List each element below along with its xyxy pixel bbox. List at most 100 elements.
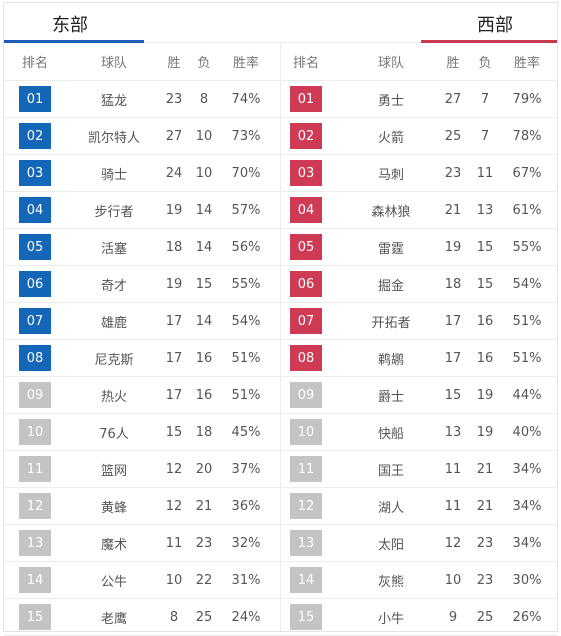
team-name: 马刺 <box>377 167 404 183</box>
table-row[interactable]: 14 公牛 10 22 31% <box>4 562 281 599</box>
losses: 7 <box>480 91 490 107</box>
table-row[interactable]: 14 灰熊 10 23 30% <box>281 562 558 599</box>
win-pct: 54% <box>512 276 542 292</box>
table-row[interactable]: 08 鹈鹕 17 16 51% <box>281 340 558 377</box>
team-name: 步行者 <box>94 204 134 220</box>
team-name: 开拓者 <box>371 315 411 331</box>
table-row[interactable]: 10 快船 13 19 40% <box>281 414 558 451</box>
rank-badge: 04 <box>19 197 51 223</box>
table-row[interactable]: 06 掘金 18 15 54% <box>281 266 558 303</box>
table-row[interactable]: 01 猛龙 23 8 74% <box>4 81 281 118</box>
team-name: 公牛 <box>100 574 127 590</box>
table-row[interactable]: 11 国王 11 21 34% <box>281 451 558 488</box>
table-row[interactable]: 03 骑士 24 10 70% <box>4 155 281 192</box>
wins: 12 <box>444 535 462 551</box>
rank-badge: 01 <box>19 86 51 112</box>
win-pct: 55% <box>512 239 542 255</box>
losses: 18 <box>195 424 213 440</box>
table-row[interactable]: 03 马刺 23 11 67% <box>281 155 558 192</box>
table-row[interactable]: 15 老鹰 8 25 24% <box>4 599 281 636</box>
losses: 23 <box>195 535 213 551</box>
table-row[interactable]: 09 热火 17 16 51% <box>4 377 281 414</box>
win-pct: 34% <box>512 535 542 551</box>
team-name: 森林狼 <box>371 204 411 220</box>
wins: 19 <box>165 276 183 292</box>
win-pct: 74% <box>231 91 261 107</box>
rank-badge: 01 <box>290 86 322 112</box>
table-row[interactable]: 15 小牛 9 25 26% <box>281 599 558 636</box>
win-pct: 31% <box>231 572 261 588</box>
rank-badge: 03 <box>19 160 51 186</box>
east-table-body: 01 猛龙 23 8 74% 02 凯尔特人 27 10 73% 03 骑士 24 10 70% 04 步… <box>4 81 281 636</box>
header-team: 球队 <box>377 56 404 71</box>
tab-east[interactable]: 东部 <box>4 3 281 43</box>
win-pct: 34% <box>512 461 542 477</box>
table-row[interactable]: 06 奇才 19 15 55% <box>4 266 281 303</box>
table-row[interactable]: 10 76人 15 18 45% <box>4 414 281 451</box>
losses: 22 <box>195 572 213 588</box>
losses: 21 <box>476 498 494 514</box>
losses: 23 <box>476 572 494 588</box>
east-table-header: 排名 球队 胜 负 胜率 <box>4 43 281 81</box>
losses: 10 <box>195 165 213 181</box>
team-name: 勇士 <box>377 93 404 109</box>
wins: 15 <box>444 387 462 403</box>
table-row[interactable]: 13 太阳 12 23 34% <box>281 525 558 562</box>
losses: 16 <box>195 387 213 403</box>
table-row[interactable]: 05 雷霆 19 15 55% <box>281 229 558 266</box>
table-row[interactable]: 04 步行者 19 14 57% <box>4 192 281 229</box>
tab-west-label: 西部 <box>477 15 513 36</box>
tab-east-indicator <box>4 40 144 43</box>
wins: 17 <box>165 313 183 329</box>
team-name: 篮网 <box>100 463 127 479</box>
wins: 23 <box>444 165 462 181</box>
table-row[interactable]: 04 森林狼 21 13 61% <box>281 192 558 229</box>
rank-badge: 10 <box>19 419 51 445</box>
rank-badge: 15 <box>290 604 322 630</box>
wins: 10 <box>444 572 462 588</box>
win-pct: 51% <box>512 313 542 329</box>
table-row[interactable]: 07 雄鹿 17 14 54% <box>4 303 281 340</box>
table-row[interactable]: 05 活塞 18 14 56% <box>4 229 281 266</box>
team-name: 湖人 <box>377 500 404 516</box>
team-name: 快船 <box>377 426 404 442</box>
table-row[interactable]: 11 篮网 12 20 37% <box>4 451 281 488</box>
win-pct: 51% <box>512 350 542 366</box>
win-pct: 37% <box>231 461 261 477</box>
rank-badge: 06 <box>19 271 51 297</box>
rank-badge: 09 <box>19 382 51 408</box>
table-row[interactable]: 07 开拓者 17 16 51% <box>281 303 558 340</box>
table-row[interactable]: 01 勇士 27 7 79% <box>281 81 558 118</box>
table-row[interactable]: 12 黄蜂 12 21 36% <box>4 488 281 525</box>
win-pct: 44% <box>512 387 542 403</box>
win-pct: 51% <box>231 350 261 366</box>
table-row[interactable]: 02 凯尔特人 27 10 73% <box>4 118 281 155</box>
west-conference: 西部 排名 球队 胜 负 胜率 01 勇士 27 7 79% 02 火箭 25 7 78% 03… <box>281 3 558 636</box>
wins: 12 <box>165 498 183 514</box>
header-pct: 胜率 <box>232 56 259 71</box>
losses: 16 <box>195 350 213 366</box>
losses: 10 <box>195 128 213 144</box>
west-table-body: 01 勇士 27 7 79% 02 火箭 25 7 78% 03 马刺 23 11 67% 04 森林狼 2… <box>281 81 558 636</box>
rank-badge: 03 <box>290 160 322 186</box>
rank-badge: 14 <box>19 567 51 593</box>
rank-badge: 07 <box>290 308 322 334</box>
table-row[interactable]: 09 爵士 15 19 44% <box>281 377 558 414</box>
table-row[interactable]: 12 湖人 11 21 34% <box>281 488 558 525</box>
team-name: 国王 <box>377 463 404 479</box>
table-row[interactable]: 08 尼克斯 17 16 51% <box>4 340 281 377</box>
win-pct: 34% <box>512 498 542 514</box>
team-name: 魔术 <box>100 537 127 553</box>
tab-west[interactable]: 西部 <box>281 3 558 43</box>
table-row[interactable]: 02 火箭 25 7 78% <box>281 118 558 155</box>
team-name: 灰熊 <box>377 574 404 590</box>
team-name: 掘金 <box>377 278 404 294</box>
team-name: 骑士 <box>100 167 127 183</box>
tab-east-label: 东部 <box>52 15 88 36</box>
rank-badge: 12 <box>290 493 322 519</box>
losses: 19 <box>476 424 494 440</box>
losses: 14 <box>195 239 213 255</box>
wins: 10 <box>165 572 183 588</box>
table-row[interactable]: 13 魔术 11 23 32% <box>4 525 281 562</box>
wins: 17 <box>165 387 183 403</box>
